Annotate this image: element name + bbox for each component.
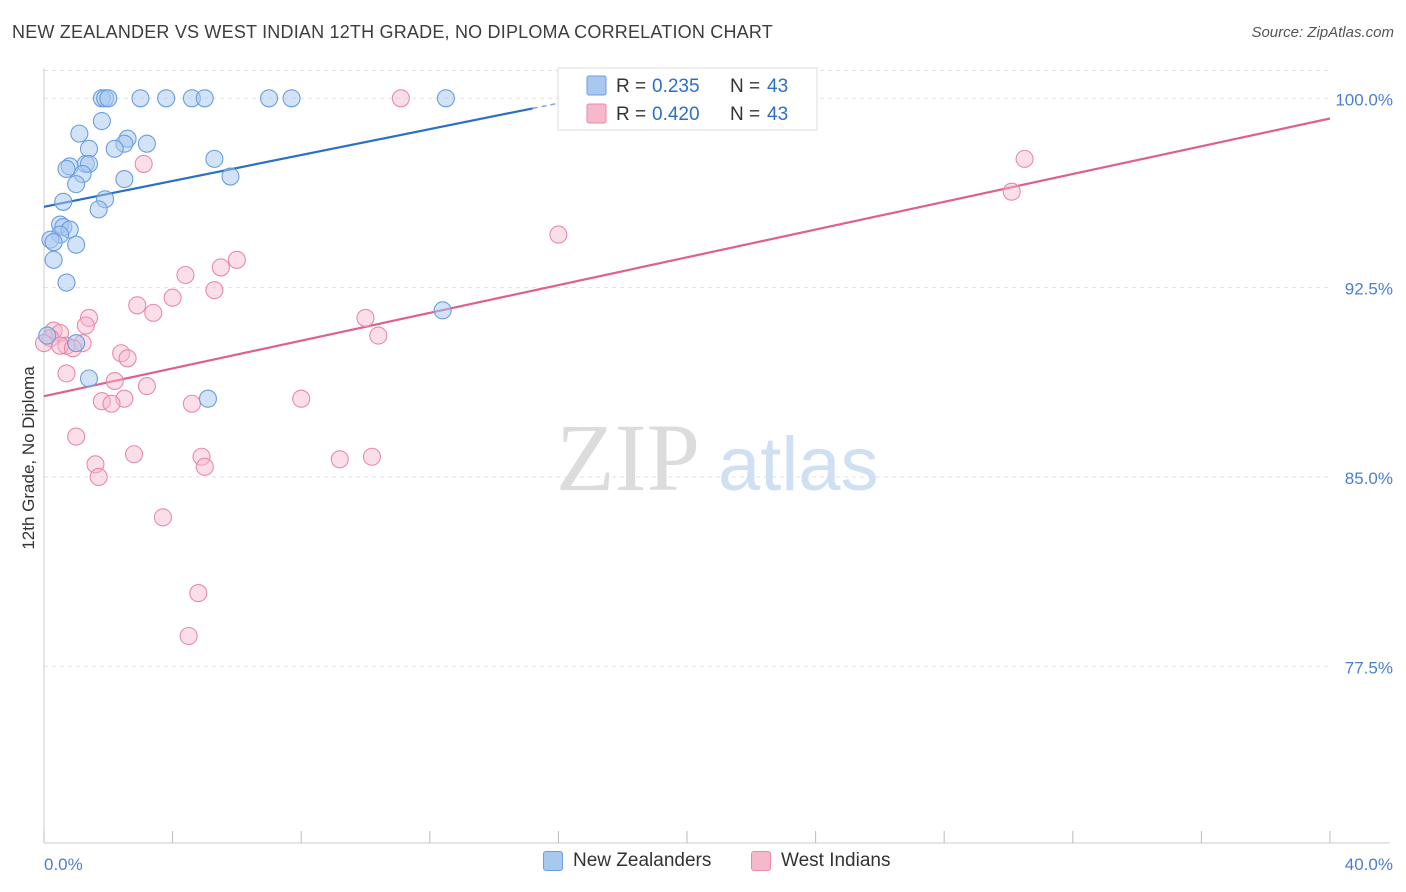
point-west-indians-32 [182,394,201,413]
point-west-indians-30 [292,389,311,408]
point-new-zealanders-24 [221,167,240,186]
x-tick-label-1: 40.0% [1345,855,1393,874]
point-new-zealanders-28 [89,200,108,219]
bottom-legend-label-west-indians: West Indians [781,850,891,871]
legend-r-value-2: 0.420 [652,104,700,125]
legend-r-label-2: R = [616,104,646,125]
legend-r-value-1: 0.235 [652,76,700,97]
y-tick-label-3: 100.0% [1335,90,1393,109]
point-west-indians-41 [89,467,108,487]
y-tick-label-0: 77.5% [1345,658,1393,677]
point-west-indians-9 [163,288,182,307]
point-new-zealanders-8 [282,89,301,108]
axes-layer [43,68,1390,844]
point-new-zealanders-35 [67,235,86,254]
point-west-indians-1 [1015,149,1034,168]
point-west-indians-10 [128,296,147,315]
point-new-zealanders-38 [433,301,452,320]
point-west-indians-28 [137,377,156,396]
point-west-indians-26 [57,364,76,383]
points-layer [34,89,1034,646]
bottom-legend-swatch-blue [543,851,563,871]
y-axis-label: 12th Grade, No Diploma [19,366,38,550]
chart-title: NEW ZEALANDER VS WEST INDIAN 12TH GRADE,… [12,22,773,42]
bottom-legend-swatch-pink [751,851,771,871]
watermark: ZIP atlas [556,404,879,511]
legend-n-value-1: 43 [767,76,788,97]
point-new-zealanders-39 [38,326,57,345]
point-west-indians-40 [195,457,214,476]
y-tick-label-2: 92.5% [1345,280,1393,299]
point-west-indians-42 [153,508,173,527]
legend-box: R = 0.235 N = 43 R = 0.420 N = 43 [557,67,818,131]
bottom-legend-label-new-zealanders: New Zealanders [573,850,712,871]
point-new-zealanders-17 [205,149,224,168]
trendline-west-indians [43,117,1331,398]
point-new-zealanders-42 [198,389,218,408]
point-new-zealanders-14 [137,134,156,153]
point-west-indians-3 [1002,182,1021,201]
point-west-indians-25 [118,349,137,368]
bottom-legend: New Zealanders West Indians [0,850,1406,880]
point-west-indians-38 [362,447,381,466]
point-new-zealanders-15 [79,139,99,158]
point-west-indians-8 [205,281,224,300]
point-new-zealanders-7 [259,89,279,108]
point-west-indians-6 [211,258,230,277]
point-west-indians-33 [102,394,121,413]
point-new-zealanders-21 [57,159,76,179]
point-west-indians-35 [124,445,144,464]
point-west-indians-36 [192,447,211,466]
point-new-zealanders-41 [79,369,99,388]
watermark-atlas: atlas [718,422,879,507]
point-new-zealanders-3 [131,89,150,108]
point-new-zealanders-6 [195,89,214,108]
point-west-indians-13 [356,308,375,327]
point-west-indians-2 [134,154,153,173]
point-west-indians-11 [144,303,163,322]
point-west-indians-43 [189,584,208,603]
point-new-zealanders-10 [92,111,111,131]
point-new-zealanders-34 [44,233,63,252]
point-west-indians-4 [549,225,568,244]
trend-layer [43,97,1331,398]
point-west-indians-37 [330,450,349,469]
trendline-new-zealanders [43,107,533,208]
point-west-indians-0 [391,89,410,108]
legend-n-label-2: N = [730,104,760,125]
point-new-zealanders-11 [70,124,89,143]
point-new-zealanders-2 [99,89,118,108]
point-new-zealanders-27 [54,192,73,211]
legend-swatch-pink [586,103,607,124]
point-new-zealanders-23 [115,170,134,189]
point-new-zealanders-40 [67,334,86,353]
y-tick-label-1: 85.0% [1345,469,1393,488]
point-new-zealanders-16 [105,139,124,158]
x-tick-label-0: 0.0% [44,855,83,874]
bottom-legend-item-west-indians: West Indians [751,850,890,872]
point-west-indians-5 [227,250,246,269]
point-new-zealanders-9 [436,89,455,108]
point-new-zealanders-36 [44,250,63,269]
watermark-zip: ZIP [556,404,700,511]
legend-r-label-1: R = [616,76,646,97]
legend-n-value-2: 43 [767,104,788,125]
legend-swatch-blue [586,75,607,96]
legend-n-label-1: N = [730,76,760,97]
point-new-zealanders-4 [157,89,176,108]
point-new-zealanders-25 [67,175,86,194]
source-label: Source: ZipAtlas.com [1251,24,1394,41]
point-west-indians-34 [67,427,86,446]
point-new-zealanders-37 [57,273,76,292]
point-west-indians-44 [179,626,198,646]
point-west-indians-14 [76,316,95,335]
bottom-legend-item-new-zealanders: New Zealanders [543,850,711,872]
point-west-indians-17 [369,326,388,345]
point-west-indians-7 [176,265,195,285]
point-west-indians-27 [105,371,124,391]
tick-labels-layer: 77.5% 85.0% 92.5% 100.0% 0.0% 40.0% [44,90,1393,874]
